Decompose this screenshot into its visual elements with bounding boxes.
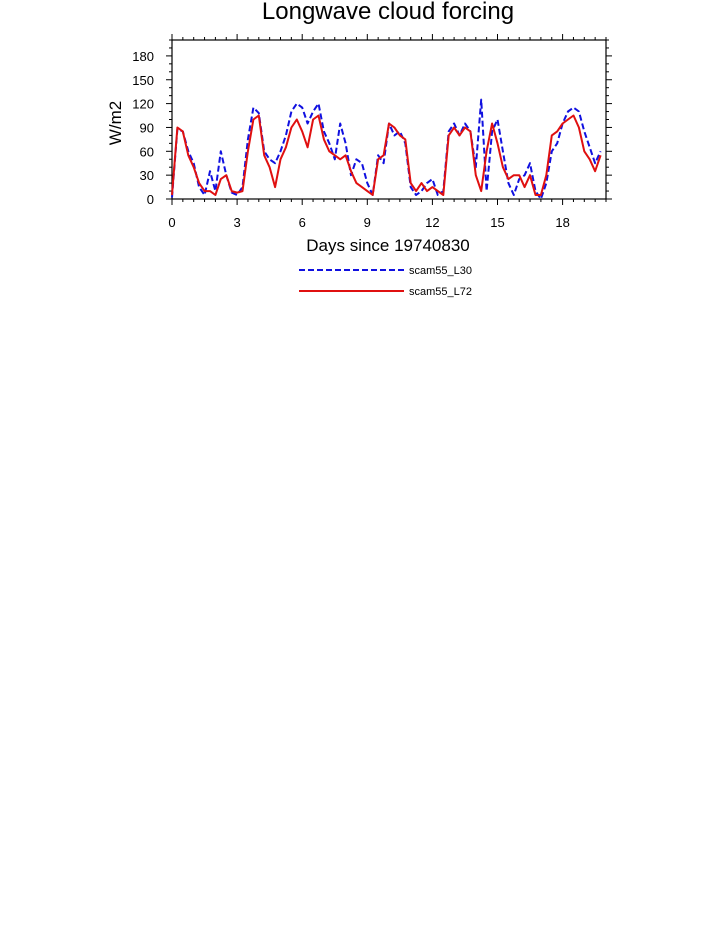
x-tick-label: 9 — [364, 215, 371, 230]
x-tick-label: 18 — [555, 215, 569, 230]
legend-label-scam55_L72: scam55_L72 — [409, 286, 472, 298]
x-axis-title: Days since 19740830 — [306, 236, 470, 255]
legend: scam55_L30 scam55_L72 — [299, 265, 472, 298]
y-tick-label: 30 — [140, 168, 154, 183]
series-line-scam55_L30 — [171, 98, 602, 200]
y-tick-label: 150 — [132, 73, 154, 88]
plot-frame — [171, 39, 607, 200]
chart-title: Longwave cloud forcing — [262, 0, 514, 25]
x-tick-label: 12 — [425, 215, 439, 230]
y-tick-label: 0 — [147, 192, 154, 207]
y-tick-label: 120 — [132, 97, 154, 112]
x-tick-label: 0 — [168, 215, 175, 230]
y-tick-label: 60 — [140, 144, 154, 159]
series-line-scam55_L72 — [171, 114, 602, 196]
y-axis-title: W/m2 — [106, 101, 125, 145]
x-tick-label: 6 — [299, 215, 306, 230]
y-tick-label: 180 — [132, 49, 154, 64]
x-tick-label: 3 — [233, 215, 240, 230]
x-tick-label: 15 — [490, 215, 504, 230]
y-tick-label: 90 — [140, 120, 154, 135]
legend-label-scam55_L30: scam55_L30 — [409, 265, 472, 277]
